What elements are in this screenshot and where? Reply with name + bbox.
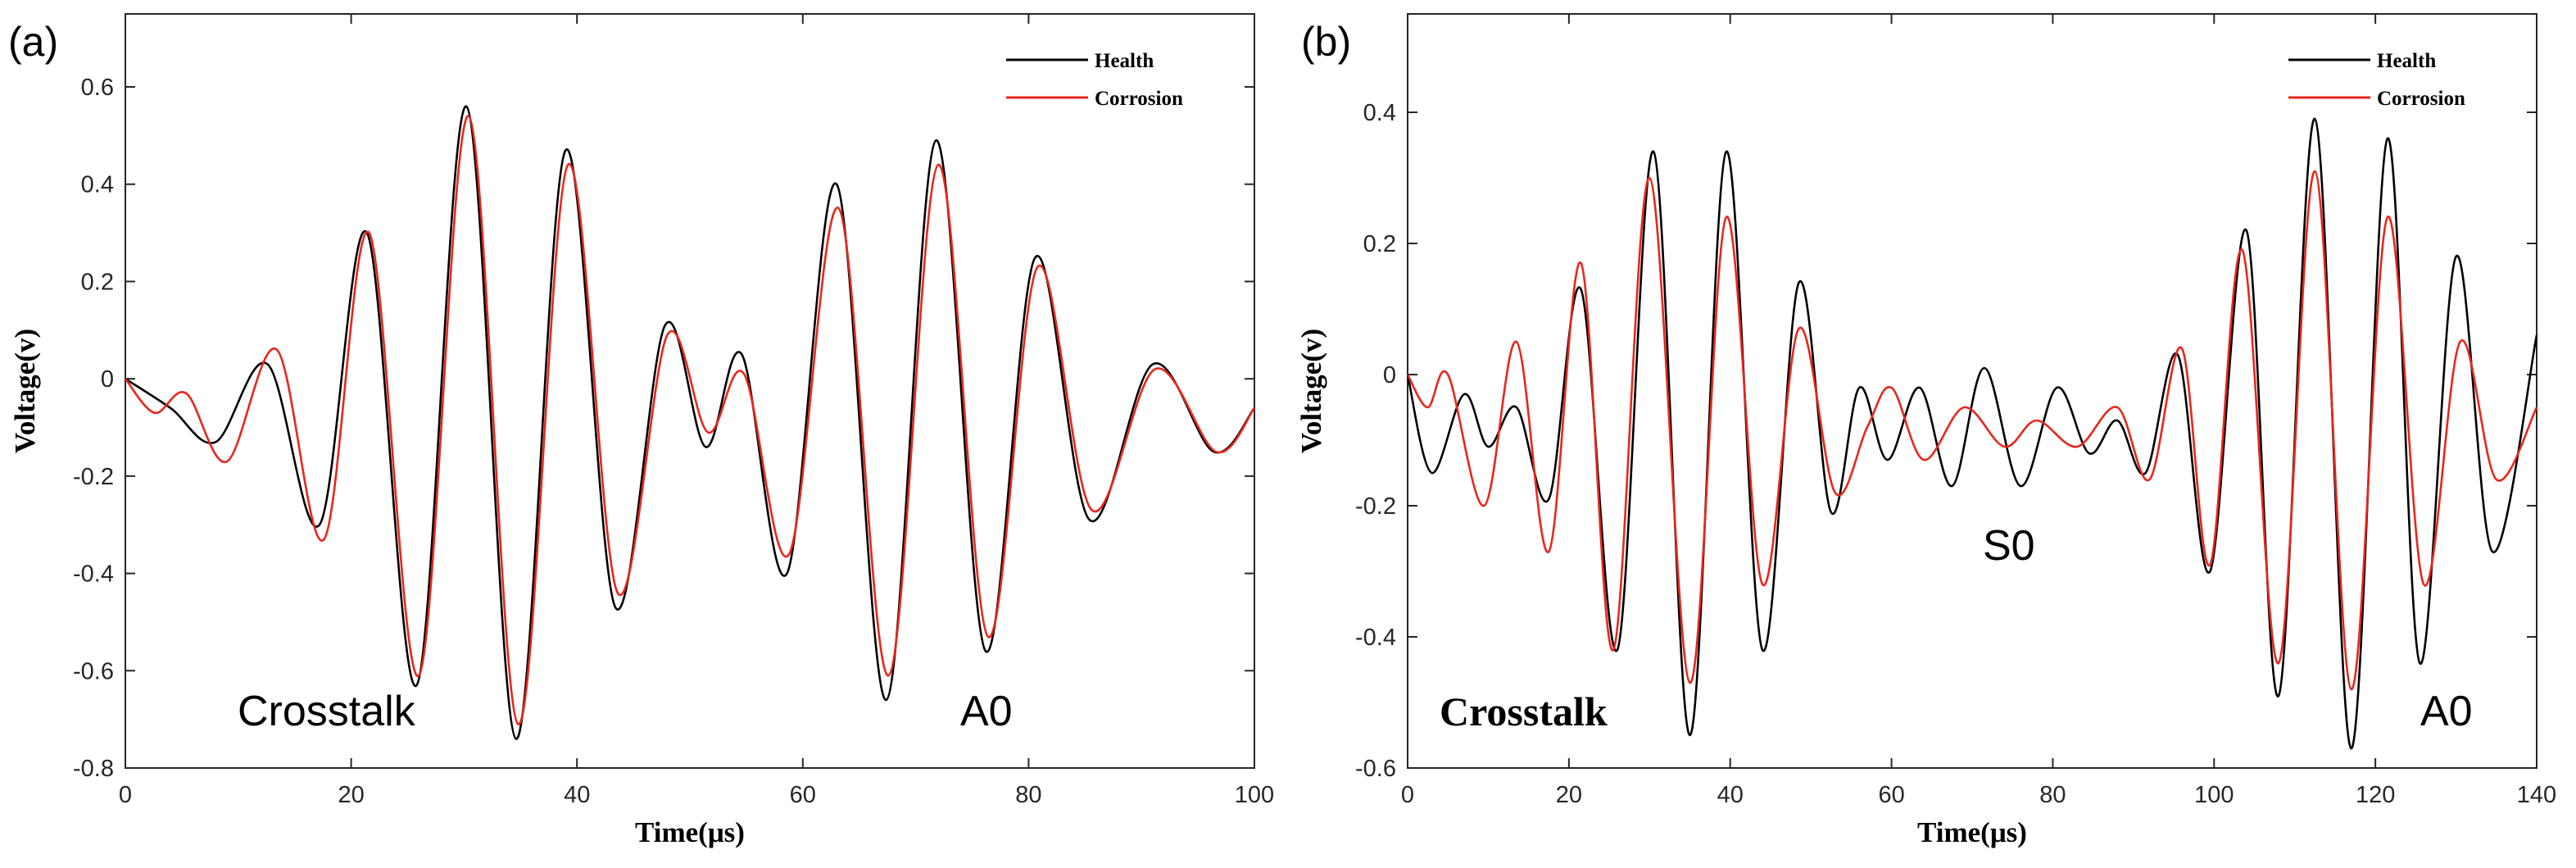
annotation-a0-a: A0 — [960, 688, 1013, 735]
x-axis-label-a: Time(μs) — [635, 816, 745, 848]
x-tick-label: 40 — [1717, 782, 1744, 808]
series-b — [1406, 117, 2538, 750]
y-axis-label-b: Voltage(v) — [1295, 329, 1327, 453]
chart-a: (a) -0.8 -0.6 -0.4 -0.2 0 0.2 0.4 0.6 0 20 40 60 80… — [8, 13, 1274, 848]
y-tick-label: -0.8 — [73, 756, 114, 782]
panel-label-b: (b) — [1301, 19, 1351, 65]
x-tick-label: 80 — [2039, 782, 2066, 808]
xticks-a: 0 20 40 60 80 100 — [119, 14, 1274, 808]
legend-label-health-b: Health — [2377, 50, 2436, 72]
y-tick-label: -0.2 — [73, 464, 114, 490]
plot-frame-a — [125, 13, 1255, 769]
x-tick-label: 60 — [790, 782, 816, 808]
y-tick-label: 0.6 — [81, 75, 114, 101]
series-a — [124, 105, 1256, 740]
y-tick-label: 0 — [101, 366, 114, 393]
y-tick-label: -0.4 — [73, 561, 114, 588]
x-axis-label-b: Time(μs) — [1917, 816, 2027, 848]
x-tick-label: 80 — [1015, 782, 1041, 808]
legend-label-corrosion-a: Corrosion — [1095, 88, 1183, 110]
y-tick-label: 0.2 — [1363, 231, 1396, 257]
annotation-crosstalk-b: Crosstalk — [1440, 688, 1608, 734]
x-tick-label: 100 — [2194, 782, 2234, 808]
legend-label-health-a: Health — [1095, 50, 1154, 72]
y-tick-label: -0.6 — [73, 658, 114, 684]
y-tick-label: -0.6 — [1355, 756, 1396, 782]
series-line-health — [1406, 117, 2538, 750]
x-tick-label: 20 — [338, 782, 364, 808]
plot-frame-b — [1407, 13, 2537, 769]
x-tick-label: 0 — [119, 782, 132, 808]
annotation-s0-b: S0 — [1983, 522, 2035, 570]
x-tick-label: 0 — [1401, 782, 1414, 808]
series-line-corrosion — [124, 115, 1256, 725]
yticks-b: -0.6 -0.4 -0.2 0 0.2 0.4 — [1355, 100, 2537, 782]
series-line-corrosion — [1406, 170, 2538, 691]
y-tick-label: 0 — [1383, 362, 1396, 389]
legend-label-corrosion-b: Corrosion — [2377, 88, 2465, 110]
y-tick-label: -0.4 — [1355, 625, 1396, 651]
legend-a: Health Corrosion — [1006, 50, 1183, 110]
chart-b: (b) -0.6 -0.4 -0.2 0 0.2 0.4 0 20 40 60 80 100 120 1… — [1295, 13, 2556, 848]
x-tick-label: 120 — [2356, 782, 2395, 808]
y-tick-label: -0.2 — [1355, 493, 1396, 520]
xticks-b: 0 20 40 60 80 100 120 140 — [1401, 14, 2556, 808]
y-tick-label: 0.4 — [81, 172, 114, 198]
y-axis-label-a: Voltage(v) — [9, 329, 41, 453]
x-tick-label: 20 — [1556, 782, 1582, 808]
x-tick-label: 100 — [1235, 782, 1274, 808]
x-tick-label: 140 — [2517, 782, 2556, 808]
annotation-a0-b: A0 — [2420, 688, 2473, 735]
panel-label-a: (a) — [8, 19, 58, 65]
legend-b: Health Corrosion — [2288, 50, 2465, 110]
y-tick-label: 0.4 — [1363, 100, 1396, 126]
yticks-a: -0.8 -0.6 -0.4 -0.2 0 0.2 0.4 0.6 — [73, 75, 1254, 782]
annotation-crosstalk-a: Crosstalk — [238, 688, 416, 735]
y-tick-label: 0.2 — [81, 269, 114, 295]
x-tick-label: 60 — [1878, 782, 1904, 808]
x-tick-label: 40 — [564, 782, 590, 808]
